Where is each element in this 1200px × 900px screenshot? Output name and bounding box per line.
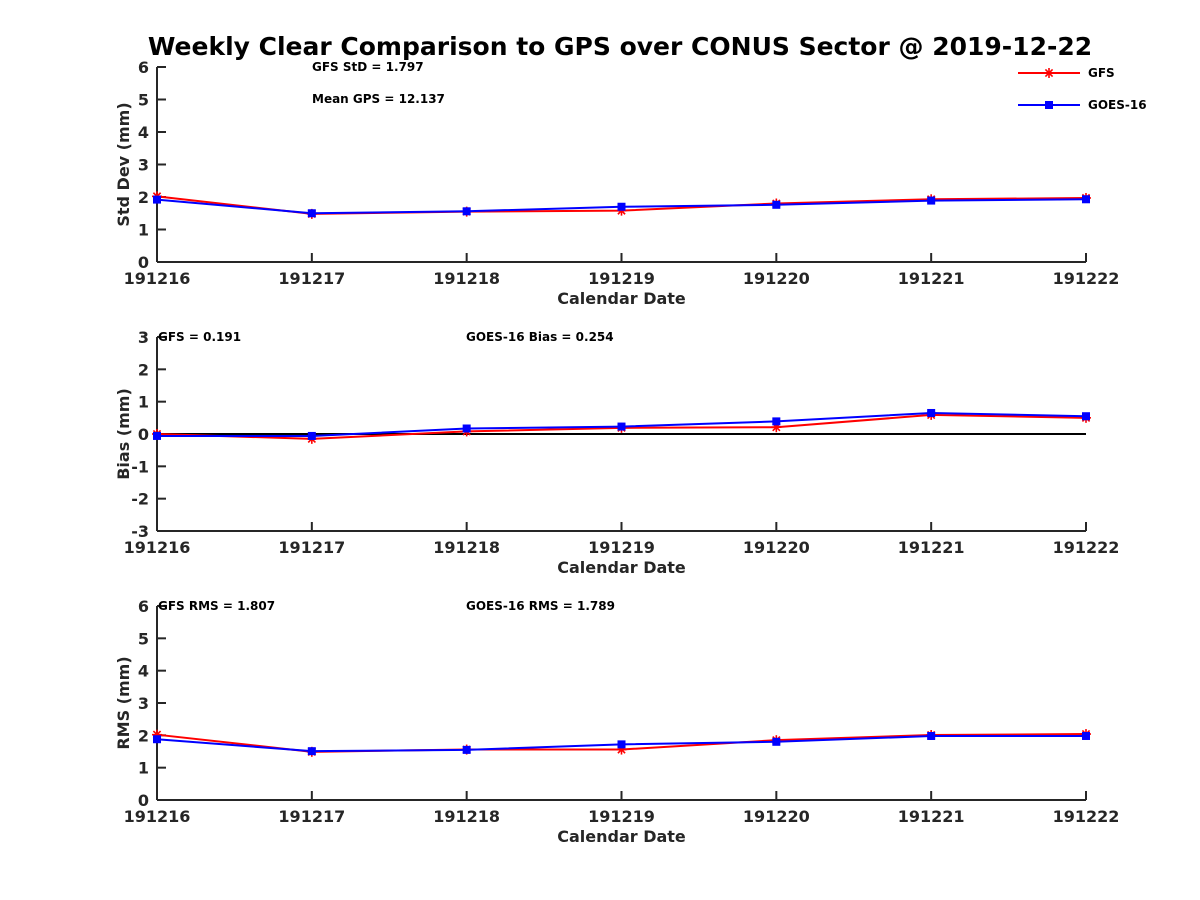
data-point-goes-16 xyxy=(617,422,626,431)
y-axis-label: RMS (mm) xyxy=(114,656,133,749)
y-axis-label: Bias (mm) xyxy=(114,388,133,480)
marker-stroke xyxy=(1044,68,1054,78)
data-point-goes-16 xyxy=(307,747,316,756)
legend-label: GFS xyxy=(1088,66,1115,80)
data-point-goes-16 xyxy=(307,209,316,218)
y-tick-label: 5 xyxy=(138,91,149,110)
stat-annotation: GFS = 0.191 xyxy=(158,330,241,344)
data-point-goes-16 xyxy=(462,424,471,433)
y-tick-label: 0 xyxy=(138,425,149,444)
data-point-goes-16 xyxy=(772,737,781,746)
x-tick-label: 191219 xyxy=(588,538,655,557)
x-tick-label: 191220 xyxy=(743,269,810,288)
data-point-goes-16 xyxy=(927,731,936,740)
data-point-goes-16 xyxy=(617,740,626,749)
data-point-goes-16 xyxy=(772,200,781,209)
x-tick-label: 191218 xyxy=(433,269,500,288)
y-tick-label: 2 xyxy=(138,360,149,379)
data-point-goes-16 xyxy=(1082,195,1090,204)
data-point-goes-16 xyxy=(927,196,936,205)
legend-label: GOES-16 xyxy=(1088,98,1147,112)
y-tick-label: 0 xyxy=(138,791,149,810)
figure-title: Weekly Clear Comparison to GPS over CONU… xyxy=(148,32,1092,61)
data-point-goes-16 xyxy=(153,431,161,440)
chart-panel-1: 0 1 2 3 4 5 6 191216 191217 191218 191219 191220 191… xyxy=(114,58,1147,308)
x-tick-label: 191221 xyxy=(898,538,965,557)
y-tick-label: 1 xyxy=(138,221,149,240)
y-tick-label: 6 xyxy=(138,597,149,616)
x-tick-label: 191222 xyxy=(1053,269,1120,288)
data-point-goes-16 xyxy=(153,735,161,744)
stat-annotation: GFS StD = 1.797 xyxy=(312,60,424,74)
data-point-goes-16 xyxy=(307,431,316,440)
x-axis-label: Calendar Date xyxy=(557,827,686,846)
data-point-goes-16 xyxy=(462,207,471,216)
y-tick-label: 3 xyxy=(138,694,149,713)
y-axis-label: Std Dev (mm) xyxy=(114,102,133,226)
x-tick-label: 191217 xyxy=(278,807,345,826)
x-tick-label: 191216 xyxy=(124,538,191,557)
y-tick-label: -1 xyxy=(131,457,149,476)
stat-annotation: Mean GPS = 12.137 xyxy=(312,92,445,106)
x-tick-label: 191222 xyxy=(1053,538,1120,557)
chart-panels: 0 1 2 3 4 5 6 191216 191217 191218 191219 191220 191… xyxy=(114,58,1147,846)
x-tick-label: 191221 xyxy=(898,807,965,826)
x-tick-label: 191218 xyxy=(433,807,500,826)
data-point-goes-16 xyxy=(1082,731,1090,740)
x-tick-label: 191218 xyxy=(433,538,500,557)
y-tick-label: 6 xyxy=(138,58,149,77)
y-tick-label: -2 xyxy=(131,490,149,509)
chart-panel-2: -3 -2 -1 0 1 2 3 191216 191217 191218 191219 191220… xyxy=(114,328,1119,577)
y-tick-label: 2 xyxy=(138,188,149,207)
x-tick-label: 191219 xyxy=(588,269,655,288)
y-tick-label: 4 xyxy=(138,662,149,681)
y-tick-label: 3 xyxy=(138,328,149,347)
data-point-goes-16 xyxy=(1082,412,1090,421)
y-tick-label: -3 xyxy=(131,522,149,541)
x-tick-label: 191222 xyxy=(1053,807,1120,826)
y-tick-label: 5 xyxy=(138,629,149,648)
data-point-goes-16 xyxy=(462,745,471,754)
legend: GFS GOES-16 xyxy=(1018,66,1147,112)
data-point-goes-16 xyxy=(617,202,626,211)
y-tick-label: 1 xyxy=(138,759,149,778)
data-point-goes-16 xyxy=(153,195,161,204)
x-tick-label: 191219 xyxy=(588,807,655,826)
y-tick-label: 2 xyxy=(138,726,149,745)
x-tick-label: 191217 xyxy=(278,538,345,557)
legend-marker xyxy=(1044,68,1054,78)
x-axis-label: Calendar Date xyxy=(557,558,686,577)
stat-annotation: GOES-16 RMS = 1.789 xyxy=(466,599,615,613)
x-tick-label: 191217 xyxy=(278,269,345,288)
data-point-goes-16 xyxy=(772,417,781,426)
stat-annotation: GOES-16 Bias = 0.254 xyxy=(466,330,614,344)
x-tick-label: 191220 xyxy=(743,538,810,557)
stat-annotation: GFS RMS = 1.807 xyxy=(158,599,275,613)
chart-panel-3: 0 1 2 3 4 5 6 191216 191217 191218 191219 191220 191… xyxy=(114,597,1119,846)
y-tick-label: 3 xyxy=(138,156,149,175)
x-tick-label: 191220 xyxy=(743,807,810,826)
x-tick-label: 191221 xyxy=(898,269,965,288)
x-tick-label: 191216 xyxy=(124,807,191,826)
x-tick-label: 191216 xyxy=(124,269,191,288)
y-tick-label: 1 xyxy=(138,393,149,412)
legend-marker xyxy=(1045,101,1053,109)
y-tick-label: 0 xyxy=(138,253,149,272)
y-tick-label: 4 xyxy=(138,123,149,142)
data-point-goes-16 xyxy=(927,408,936,417)
x-axis-label: Calendar Date xyxy=(557,289,686,308)
